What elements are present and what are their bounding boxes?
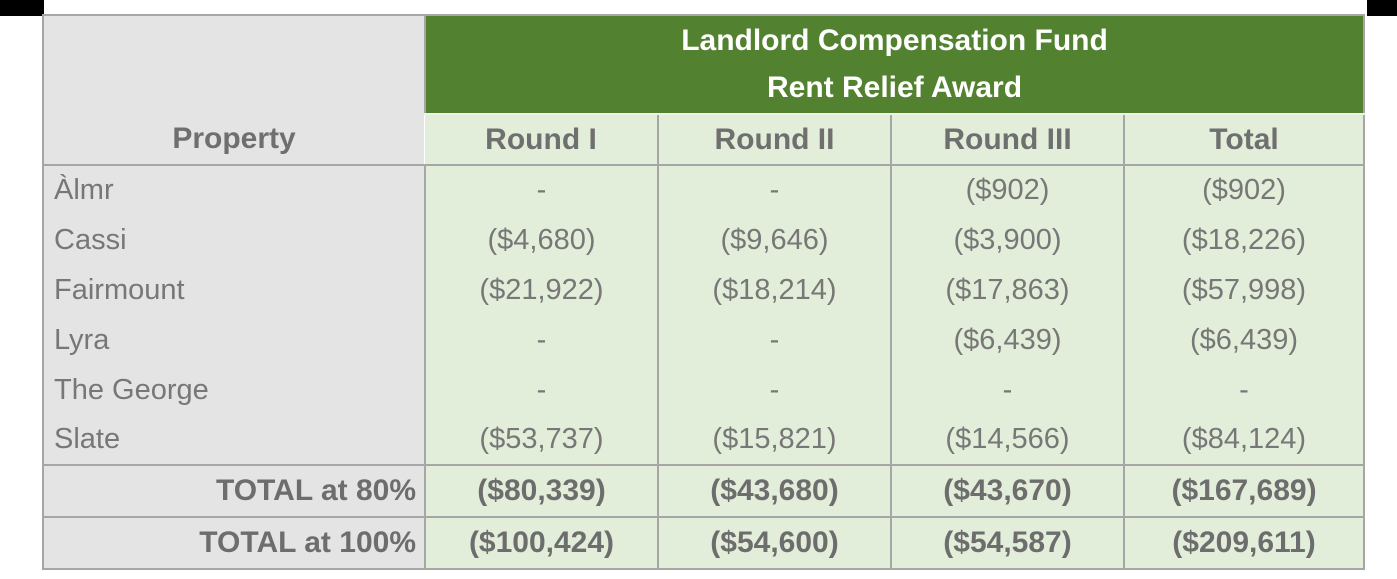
total-value-cell: ($80,339) [424,464,658,517]
column-header-round-3: Round III [890,114,1124,166]
value-cell: ($57,998) [1122,265,1365,315]
value-cell: ($4,680) [424,215,658,265]
value-cell: - [424,365,658,415]
total-value-cell: ($167,689) [1122,464,1365,517]
table-row: Àlmr - - ($902) ($902) [43,165,1365,215]
value-cell: ($902) [1122,165,1365,215]
total-row-80: TOTAL at 80% ($80,339) ($43,680) ($43,67… [43,464,1365,517]
value-cell: - [890,365,1124,415]
table-row: Cassi ($4,680) ($9,646) ($3,900) ($18,22… [43,215,1365,265]
value-cell: - [1122,365,1365,415]
value-cell: ($3,900) [890,215,1124,265]
top-left-black-bar [0,0,44,16]
value-cell: ($84,124) [1122,415,1365,465]
value-cell: ($902) [890,165,1124,215]
value-cell: ($15,821) [657,415,891,465]
property-name-cell: Lyra [43,315,425,365]
value-cell: ($14,566) [890,415,1124,465]
value-cell: ($6,439) [890,315,1124,365]
rent-relief-award-table: Property Landlord Compensation Fund Rent… [42,14,1366,570]
property-name-cell: The George [43,365,425,415]
value-cell: - [424,315,658,365]
table-row: Slate ($53,737) ($15,821) ($14,566) ($84… [43,415,1365,465]
column-header-round-1: Round I [425,114,658,166]
total-row-100: TOTAL at 100% ($100,424) ($54,600) ($54,… [43,516,1365,569]
table-title-banner: Landlord Compensation Fund Rent Relief A… [423,15,1365,115]
value-cell: - [657,165,891,215]
total-value-cell: ($209,611) [1122,516,1365,569]
value-cell: ($21,922) [424,265,658,315]
property-name-cell: Fairmount [43,265,425,315]
total-80-label: TOTAL at 80% [43,464,425,517]
value-cell: - [657,365,891,415]
total-value-cell: ($43,670) [890,464,1124,517]
top-right-black-bar [1367,0,1397,16]
value-cell: ($17,863) [890,265,1124,315]
title-row: Property Landlord Compensation Fund Rent… [43,15,1365,166]
total-value-cell: ($54,587) [890,516,1124,569]
property-name-cell: Slate [43,415,425,465]
total-value-cell: ($54,600) [657,516,891,569]
value-cell: - [424,165,658,215]
value-cell: ($18,226) [1122,215,1365,265]
table-row: Fairmount ($21,922) ($18,214) ($17,863) … [43,265,1365,315]
table-title-line-2: Rent Relief Award [766,70,1023,104]
value-cell: ($6,439) [1122,315,1365,365]
column-header-round-2: Round II [657,114,891,166]
value-cell: ($53,737) [424,415,658,465]
column-header-total: Total [1122,114,1365,166]
property-name-cell: Cassi [43,215,425,265]
total-100-label: TOTAL at 100% [43,516,425,569]
total-value-cell: ($100,424) [424,516,658,569]
column-header-row: Round I Round II Round III Total [43,114,1365,166]
property-column-header: Property [43,15,425,166]
table-row: Lyra - - ($6,439) ($6,439) [43,315,1365,365]
table-title-line-1: Landlord Compensation Fund [681,24,1108,57]
value-cell: ($18,214) [657,265,891,315]
table-row: The George - - - - [43,365,1365,415]
property-name-cell: Àlmr [43,165,425,215]
value-cell: ($9,646) [657,215,891,265]
value-cell: - [657,315,891,365]
total-value-cell: ($43,680) [657,464,891,517]
